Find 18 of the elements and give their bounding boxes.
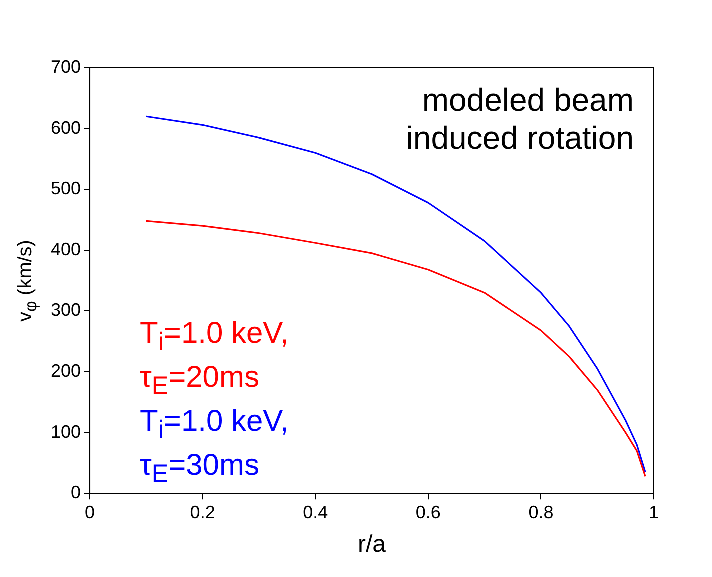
annotation: modeled beam induced rotation bbox=[406, 82, 634, 156]
y-tick-label: 300 bbox=[50, 300, 82, 320]
x-tick-label: 0.6 bbox=[416, 502, 441, 522]
x-tick-label: 0.8 bbox=[528, 502, 554, 522]
text: T$_{i}$=1.0 keV, τ$_{E}$=30ms bbox=[140, 404, 289, 490]
y-tick-label: 500 bbox=[50, 178, 82, 199]
y-tick-label: 400 bbox=[50, 239, 82, 260]
x-tick-label: 0.4 bbox=[303, 502, 328, 522]
y-tick-label: 700 bbox=[50, 56, 82, 77]
y-tick-label: 200 bbox=[50, 360, 82, 381]
y-tick-label: 600 bbox=[50, 118, 82, 138]
x-tick-label: 0 bbox=[85, 502, 96, 522]
y-tick-label: 0 bbox=[71, 482, 82, 503]
y-tick-label: 100 bbox=[50, 422, 82, 442]
x-tick-label: 1 bbox=[648, 502, 660, 522]
text: T$_{i}$=1.0 keV, τ$_{E}$=20ms bbox=[140, 316, 289, 402]
x-tick-label: 0.2 bbox=[190, 502, 216, 522]
x-axis-title: r/a bbox=[358, 531, 387, 558]
